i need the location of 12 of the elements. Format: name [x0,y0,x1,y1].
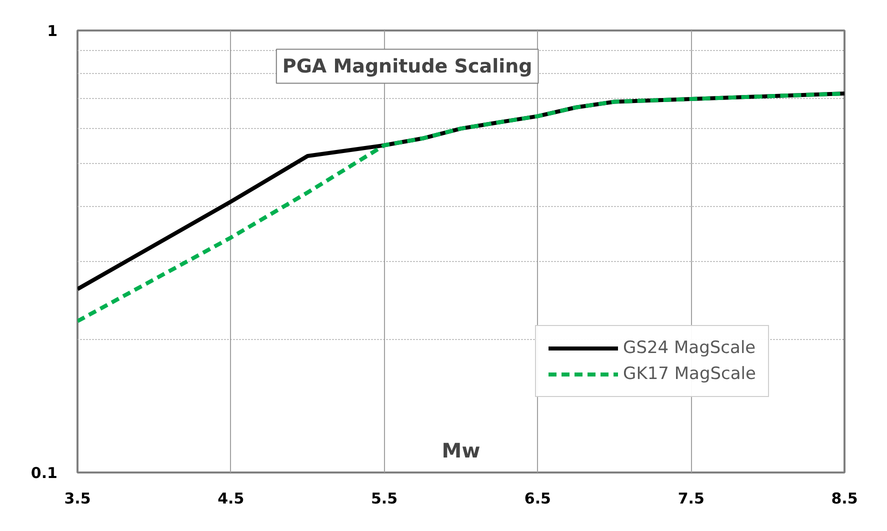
y-tick-label: 1 [47,22,58,40]
x-tick-label: 8.5 [831,490,858,508]
x-tick-label: 6.5 [524,490,551,508]
text: PGA Magnitude Scaling [282,55,532,78]
legend-label: GK17 MagScale [623,364,756,384]
legend-label: GS24 MagScale [623,338,756,358]
x-tick-label: 5.5 [371,490,398,508]
x-tick-label: 4.5 [218,490,244,508]
y-tick-label: 0.1 [30,464,58,482]
x-axis-title: Mw [442,438,480,462]
x-tick-label: 3.5 [64,490,91,508]
x-tick-label: 7.5 [678,490,704,508]
